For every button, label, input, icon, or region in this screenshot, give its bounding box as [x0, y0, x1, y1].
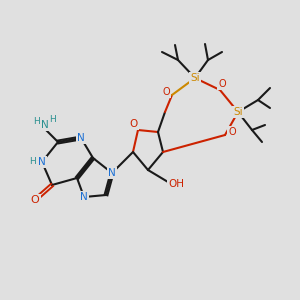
Text: O: O — [130, 119, 138, 129]
Text: N: N — [108, 168, 116, 178]
Text: N: N — [38, 157, 46, 167]
Text: Si: Si — [233, 107, 243, 117]
Text: H: H — [49, 116, 56, 124]
Text: O: O — [218, 79, 226, 89]
Text: N: N — [41, 120, 49, 130]
Text: N: N — [77, 133, 85, 143]
Text: OH: OH — [168, 179, 184, 189]
Text: O: O — [31, 195, 39, 205]
Text: O: O — [162, 87, 170, 97]
Text: N: N — [80, 192, 88, 202]
Text: H: H — [30, 157, 36, 166]
Text: Si: Si — [190, 73, 200, 83]
Text: H: H — [34, 118, 40, 127]
Text: O: O — [228, 127, 236, 137]
